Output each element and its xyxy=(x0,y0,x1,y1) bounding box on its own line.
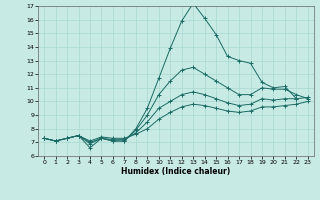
X-axis label: Humidex (Indice chaleur): Humidex (Indice chaleur) xyxy=(121,167,231,176)
